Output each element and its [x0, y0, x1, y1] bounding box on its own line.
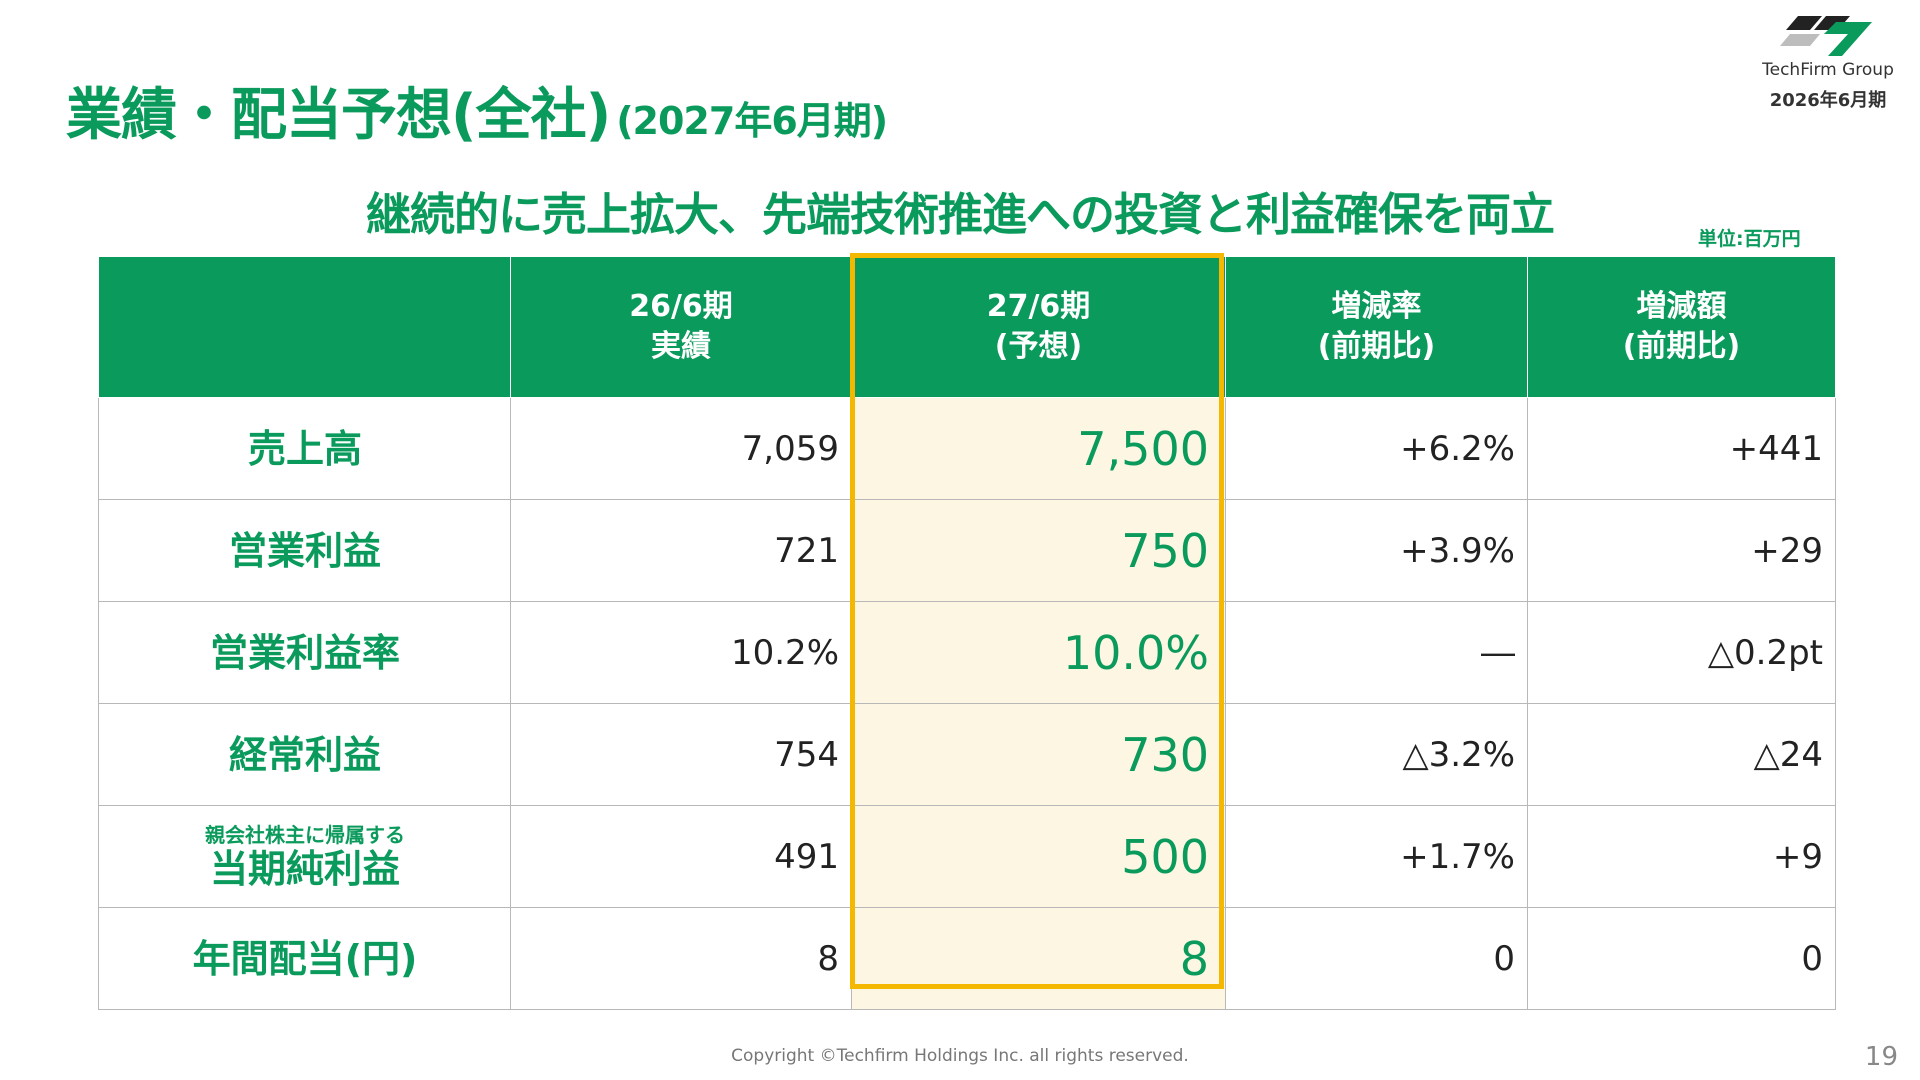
table-row: 営業利益 721 750 +3.9% +29 — [98, 499, 1836, 602]
change-rate-cell: △3.2% — [1225, 703, 1528, 806]
actual-cell: 754 — [510, 703, 852, 806]
change-rate-cell: +6.2% — [1225, 397, 1528, 500]
row-label: 営業利益率 — [98, 601, 511, 704]
logo-name: TechFirm Group — [1762, 60, 1894, 80]
table-row: 親会社株主に帰属する 当期純利益 491 500 +1.7% +9 — [98, 805, 1836, 908]
actual-cell: 721 — [510, 499, 852, 602]
forecast-table: 26/6期 実績 27/6期 (予想) 増減率 (前期比) 増減額 (前期比) 売上高 … — [98, 256, 1836, 1010]
table-row: 売上高 7,059 7,500 +6.2% +441 — [98, 397, 1836, 500]
page-title: 業績・配当予想(全社) (2027年6月期) — [66, 70, 888, 151]
change-amount-cell: +29 — [1527, 499, 1836, 602]
subtitle: 継続的に売上拡大、先端技術推進への投資と利益確保を両立 — [365, 188, 1555, 241]
table-row: 年間配当(円) 8 8 0 0 — [98, 907, 1836, 1010]
row-label: 営業利益 — [98, 499, 511, 602]
row-label: 年間配当(円) — [98, 907, 511, 1010]
forecast-cell: 750 — [851, 499, 1226, 602]
forecast-cell: 7,500 — [851, 397, 1226, 500]
forecast-cell: 730 — [851, 703, 1226, 806]
actual-cell: 10.2% — [510, 601, 852, 704]
header-blank — [98, 256, 511, 398]
actual-cell: 491 — [510, 805, 852, 908]
page-title-main: 業績・配当予想(全社) — [66, 83, 611, 148]
techfirm-logo-icon — [1780, 16, 1872, 56]
company-logo: TechFirm Group 2026年6月期 — [1748, 16, 1908, 112]
change-rate-cell: ― — [1225, 601, 1528, 704]
table-row: 経常利益 754 730 △3.2% △24 — [98, 703, 1836, 806]
row-label: 売上高 — [98, 397, 511, 500]
copyright: Copyright ©Techfirm Holdings Inc. all ri… — [731, 1046, 1189, 1066]
change-amount-cell: +9 — [1527, 805, 1836, 908]
row-label: 経常利益 — [98, 703, 511, 806]
table-header-row: 26/6期 実績 27/6期 (予想) 増減率 (前期比) 増減額 (前期比) — [98, 256, 1836, 398]
row-label: 親会社株主に帰属する 当期純利益 — [98, 805, 511, 908]
header-change-rate: 増減率 (前期比) — [1225, 256, 1528, 398]
row-label-sub: 親会社株主に帰属する — [205, 822, 405, 847]
change-amount-cell: △24 — [1527, 703, 1836, 806]
forecast-cell: 500 — [851, 805, 1226, 908]
header-change-amount: 増減額 (前期比) — [1527, 256, 1836, 398]
table-row: 営業利益率 10.2% 10.0% ― △0.2pt — [98, 601, 1836, 704]
page-title-period: (2027年6月期) — [616, 99, 888, 143]
actual-cell: 7,059 — [510, 397, 852, 500]
page-number: 19 — [1864, 1042, 1898, 1072]
change-amount-cell: 0 — [1527, 907, 1836, 1010]
change-rate-cell: 0 — [1225, 907, 1528, 1010]
unit-label: 単位:百万円 — [1698, 228, 1801, 250]
forecast-cell: 8 — [851, 907, 1226, 1010]
forecast-cell: 10.0% — [851, 601, 1226, 704]
change-amount-cell: △0.2pt — [1527, 601, 1836, 704]
actual-cell: 8 — [510, 907, 852, 1010]
fiscal-period: 2026年6月期 — [1769, 90, 1887, 111]
header-forecast: 27/6期 (予想) — [851, 256, 1226, 398]
change-rate-cell: +3.9% — [1225, 499, 1528, 602]
header-actual: 26/6期 実績 — [510, 256, 852, 398]
change-rate-cell: +1.7% — [1225, 805, 1528, 908]
change-amount-cell: +441 — [1527, 397, 1836, 500]
